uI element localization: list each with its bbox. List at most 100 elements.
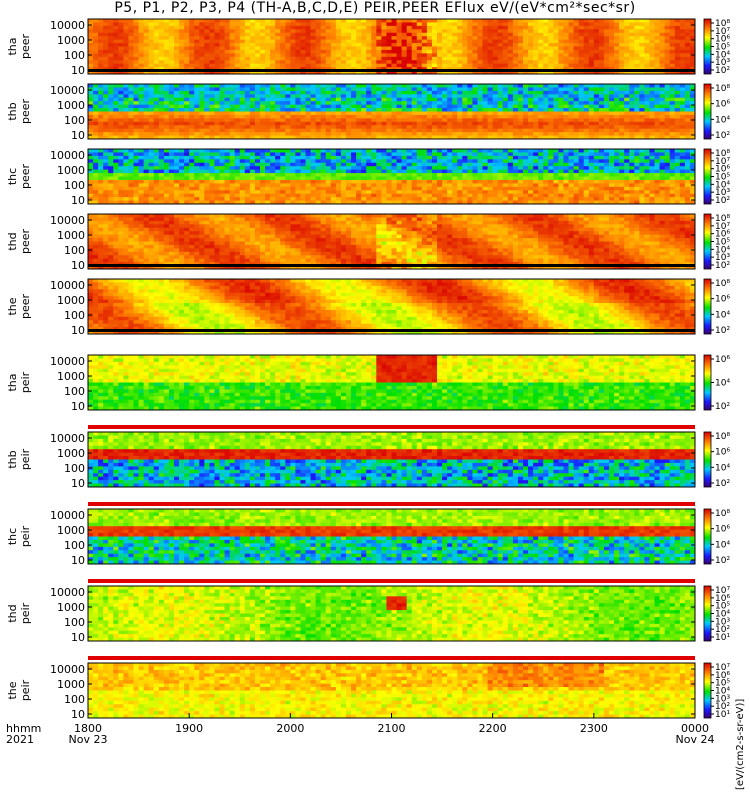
heatmap-cell [108, 84, 114, 88]
heatmap-cell [477, 70, 483, 75]
heatmap-cell [143, 97, 150, 102]
heatmap-cell [654, 56, 660, 61]
heatmap-cell [300, 173, 306, 177]
heatmap-cell [184, 60, 190, 65]
heatmap-cell [158, 29, 165, 34]
heatmap-cell [118, 63, 124, 68]
heatmap-cell [103, 183, 109, 188]
heatmap-cell [689, 132, 696, 136]
heatmap-cell [426, 179, 433, 184]
heatmap-cell [462, 39, 468, 44]
heatmap-cell [517, 19, 524, 23]
heatmap-cell [437, 36, 443, 41]
heatmap-cell [320, 152, 327, 157]
heatmap-cell [234, 46, 241, 51]
heatmap-cell [431, 173, 438, 177]
heatmap-cell [214, 200, 220, 205]
heatmap-cell [629, 94, 635, 99]
heatmap-cell [128, 29, 134, 34]
heatmap-cell [497, 60, 504, 65]
heatmap-cell [442, 97, 448, 102]
heatmap-cell [224, 128, 231, 133]
heatmap-cell [189, 29, 195, 34]
heatmap-cell [214, 56, 220, 61]
heatmap-cell [254, 125, 261, 130]
heatmap-cell [472, 49, 478, 54]
heatmap-cell [158, 19, 165, 23]
heatmap-cell [356, 36, 362, 41]
heatmap-cell [133, 104, 139, 109]
heatmap-cell [502, 49, 509, 54]
heatmap-cell [128, 39, 134, 44]
heatmap-cell [507, 118, 514, 123]
heatmap-cell [153, 49, 160, 54]
heatmap-cell [406, 125, 413, 130]
heatmap-cell [224, 190, 231, 195]
heatmap-cell [457, 87, 463, 92]
heatmap-cell [497, 22, 504, 27]
heatmap-cell [553, 128, 559, 133]
heatmap-cell [477, 43, 483, 47]
heatmap-cell [229, 101, 236, 106]
heatmap-cell [204, 39, 210, 44]
heatmap-cell [624, 101, 630, 106]
heatmap-cell [634, 60, 640, 65]
heatmap-cell [168, 190, 175, 195]
heatmap-cell [609, 36, 615, 41]
heatmap-cell [603, 25, 610, 30]
heatmap-cell [634, 101, 640, 106]
heatmap-cell [598, 125, 605, 130]
heatmap-cell [239, 186, 246, 191]
heatmap-cell [138, 56, 145, 61]
heatmap-cell [563, 70, 569, 75]
heatmap-cell [528, 90, 534, 95]
heatmap-cell [305, 162, 311, 167]
heatmap-cell [325, 111, 332, 116]
heatmap-cell [371, 176, 377, 181]
heatmap-cell [315, 155, 322, 160]
heatmap-cell [371, 149, 377, 153]
heatmap-cell [280, 87, 286, 92]
heatmap-cell [113, 56, 119, 61]
heatmap-cell [173, 121, 180, 126]
heatmap-cell [118, 197, 124, 201]
colorbar-tick-label: 10² [715, 66, 730, 76]
heatmap-cell [214, 179, 220, 184]
heatmap-cell [315, 121, 322, 126]
heatmap-cell [163, 60, 170, 65]
heatmap-cell [194, 29, 200, 34]
heatmap-cell [619, 90, 625, 95]
heatmap-cell [239, 111, 246, 116]
heatmap-cell [614, 22, 620, 27]
heatmap-cell [538, 114, 544, 119]
heatmap-cell [492, 70, 499, 75]
heatmap-cell [533, 39, 539, 44]
heatmap-cell [507, 36, 514, 41]
heatmap-cell [482, 101, 489, 106]
heatmap-cell [497, 104, 504, 109]
heatmap-cell [209, 128, 215, 133]
y-tick-label: 10 [71, 129, 85, 142]
heatmap-cell [189, 190, 195, 195]
heatmap-cell [153, 193, 160, 198]
heatmap-cell [431, 108, 438, 112]
heatmap-cell [406, 94, 413, 99]
heatmap-cell [447, 125, 453, 130]
heatmap-cell [609, 49, 615, 54]
heatmap-cell [406, 101, 413, 106]
heatmap-cell [173, 101, 180, 106]
heatmap-cell [457, 90, 463, 95]
heatmap-cell [148, 94, 155, 99]
heatmap-cell [563, 104, 569, 109]
heatmap-cell [386, 60, 392, 65]
heatmap-cell [194, 200, 200, 205]
heatmap-cell [548, 70, 554, 75]
heatmap-cell [98, 125, 104, 130]
heatmap-cell [98, 118, 104, 123]
heatmap-cell [163, 114, 170, 119]
heatmap-cell [270, 155, 276, 160]
heatmap-cell [123, 114, 129, 119]
heatmap-cell [634, 32, 640, 37]
heatmap-cell [396, 152, 403, 157]
heatmap-cell [421, 104, 428, 109]
